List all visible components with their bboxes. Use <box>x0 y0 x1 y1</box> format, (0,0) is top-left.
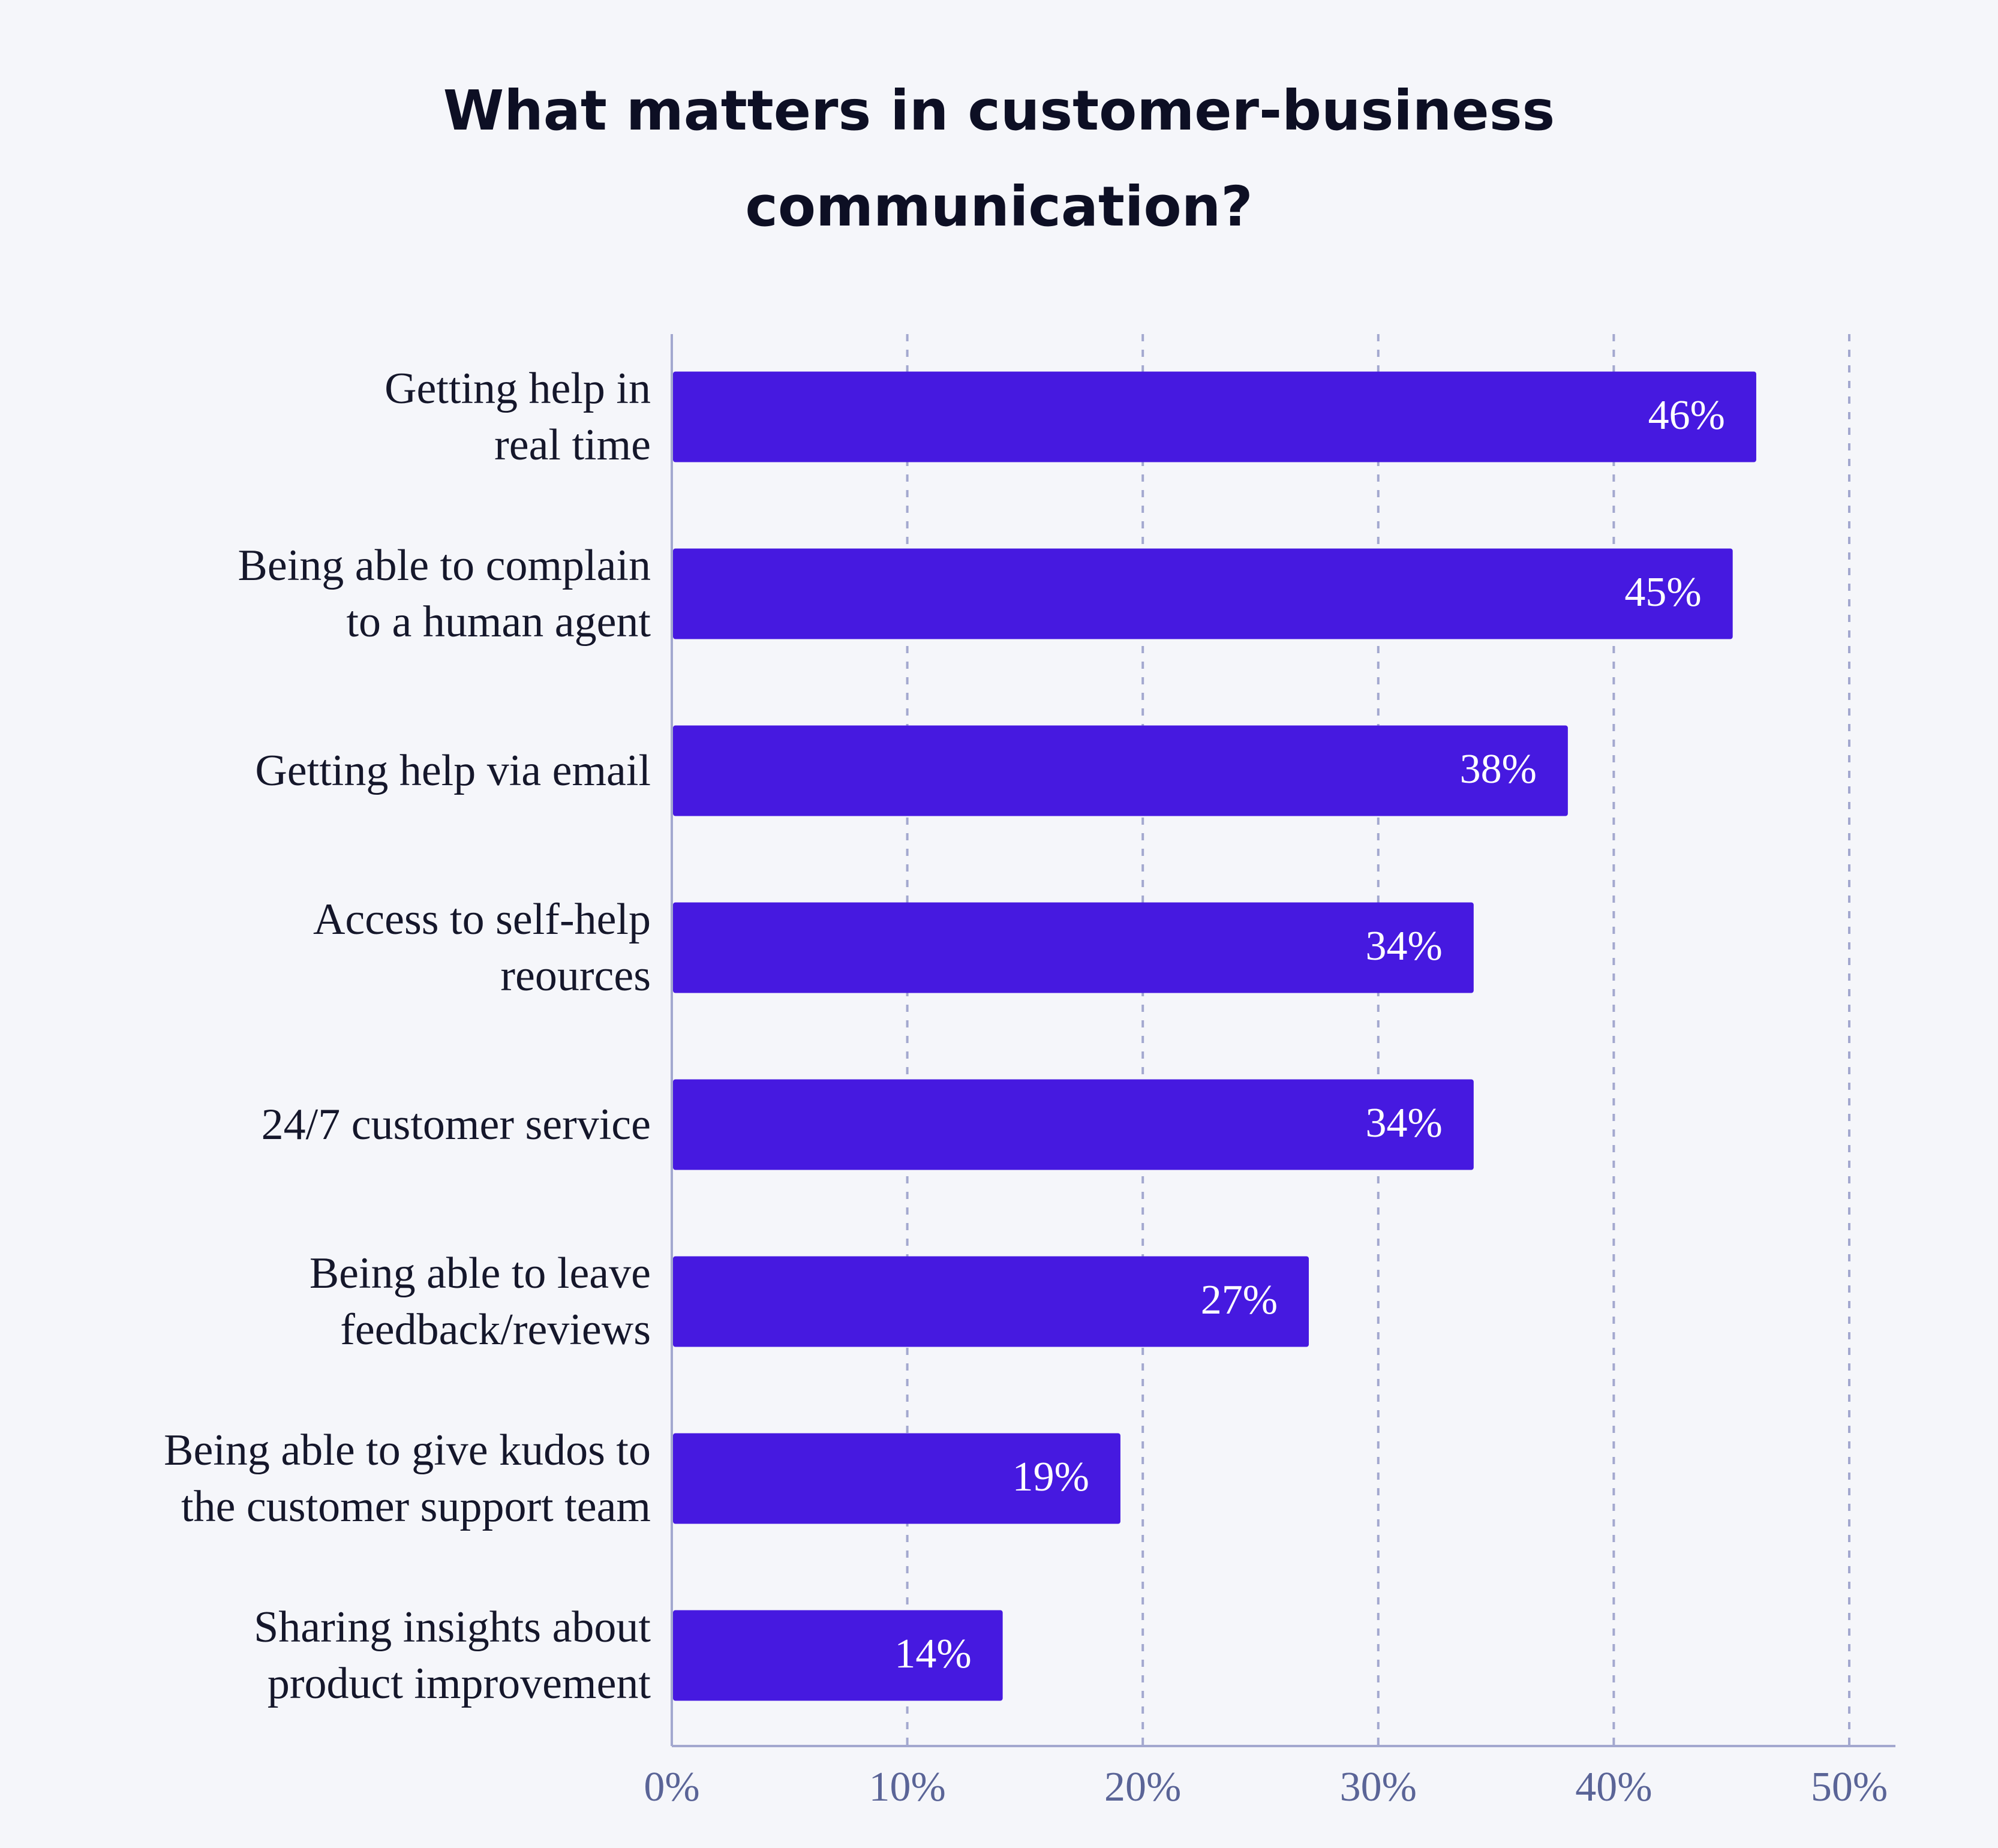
value-label: 46% <box>1648 392 1725 438</box>
y-tick-label: Being able to complain to a human agent <box>238 541 651 647</box>
x-tick-label: 50% <box>1811 1764 1888 1810</box>
y-tick-label: Being able to give kudos to the customer… <box>164 1426 651 1531</box>
bar <box>673 548 1733 639</box>
chart-title: What matters in customer-business commun… <box>443 79 1555 239</box>
bar <box>673 371 1756 462</box>
y-tick-label: Sharing insights about product improveme… <box>254 1603 651 1708</box>
value-label: 14% <box>894 1631 971 1677</box>
y-tick-label: 24/7 customer service <box>261 1100 651 1149</box>
bar <box>673 1610 1003 1701</box>
value-label: 34% <box>1366 923 1443 969</box>
value-label: 34% <box>1366 1100 1443 1146</box>
bar <box>673 902 1474 993</box>
y-tick-label: Access to self-help reources <box>313 895 651 1000</box>
y-tick-label: Getting help via email <box>255 746 651 795</box>
x-tick-label: 30% <box>1340 1764 1417 1810</box>
value-label: 38% <box>1460 746 1537 792</box>
bar <box>673 1433 1120 1524</box>
x-tick-label: 40% <box>1575 1764 1652 1810</box>
y-tick-label: Being able to leave feedback/reviews <box>309 1249 651 1354</box>
value-label: 19% <box>1012 1454 1089 1500</box>
value-label: 27% <box>1201 1277 1278 1323</box>
x-tick-label: 0% <box>644 1764 699 1810</box>
value-label: 45% <box>1624 569 1701 615</box>
bar <box>673 725 1568 816</box>
bar <box>673 1256 1309 1347</box>
x-tick-label: 10% <box>869 1764 945 1810</box>
bar <box>673 1079 1474 1170</box>
y-tick-label: Getting help in real time <box>384 364 651 470</box>
x-tick-label: 20% <box>1104 1764 1181 1810</box>
